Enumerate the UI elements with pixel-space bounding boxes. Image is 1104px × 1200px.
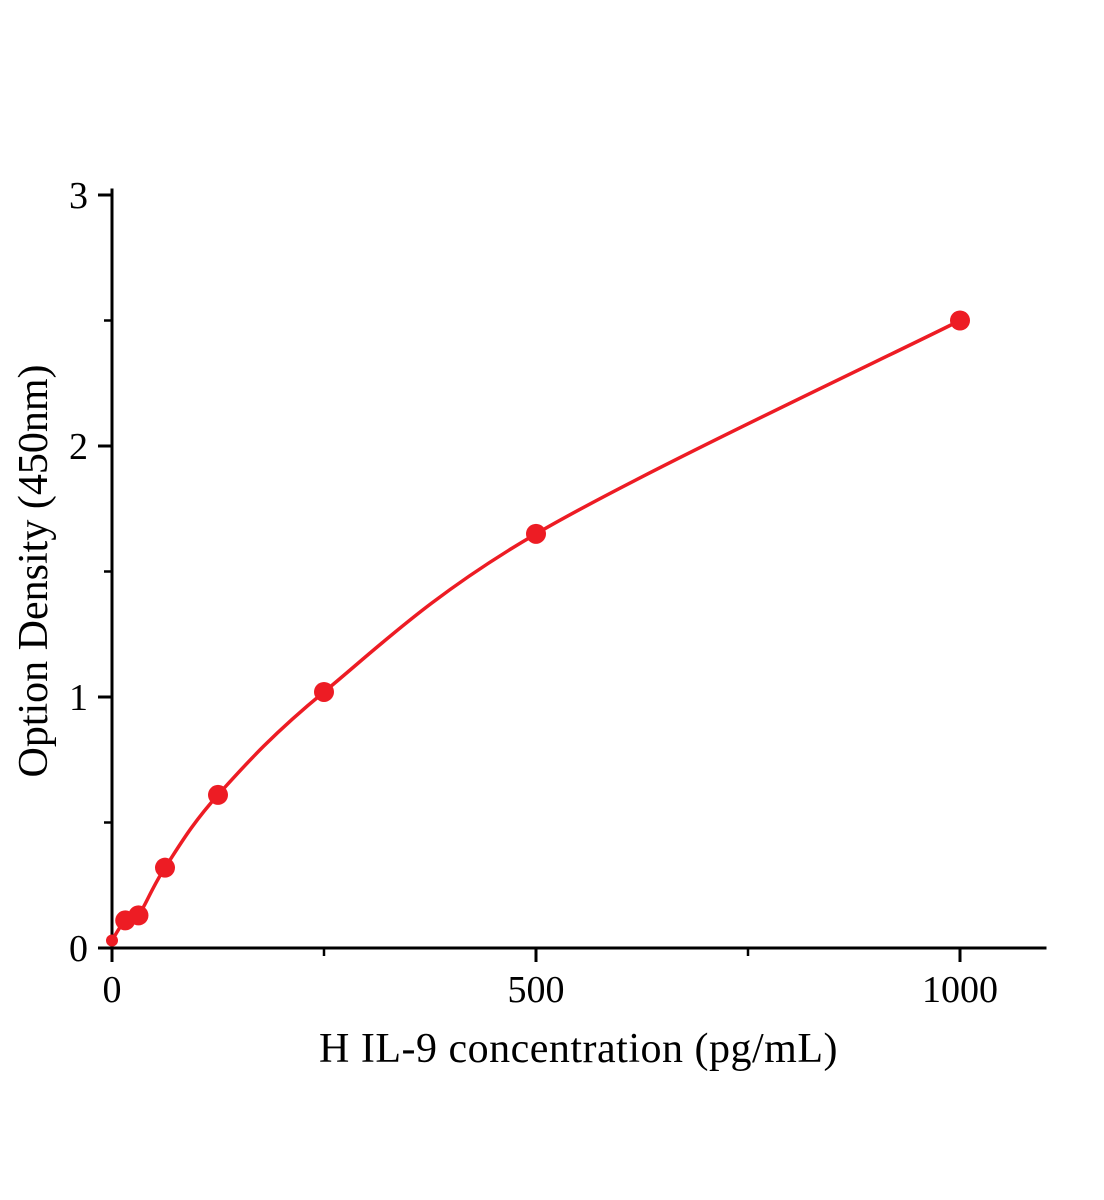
svg-text:500: 500: [508, 969, 565, 1011]
svg-text:1000: 1000: [922, 969, 998, 1011]
svg-text:0: 0: [69, 928, 88, 970]
svg-text:1: 1: [69, 677, 88, 719]
svg-text:3: 3: [69, 175, 88, 217]
y-axis-title: Option Density (450nm): [11, 364, 57, 778]
svg-text:0: 0: [103, 969, 122, 1011]
x-axis-title: H IL-9 concentration (pg/mL): [319, 1026, 838, 1072]
svg-text:2: 2: [69, 426, 88, 468]
